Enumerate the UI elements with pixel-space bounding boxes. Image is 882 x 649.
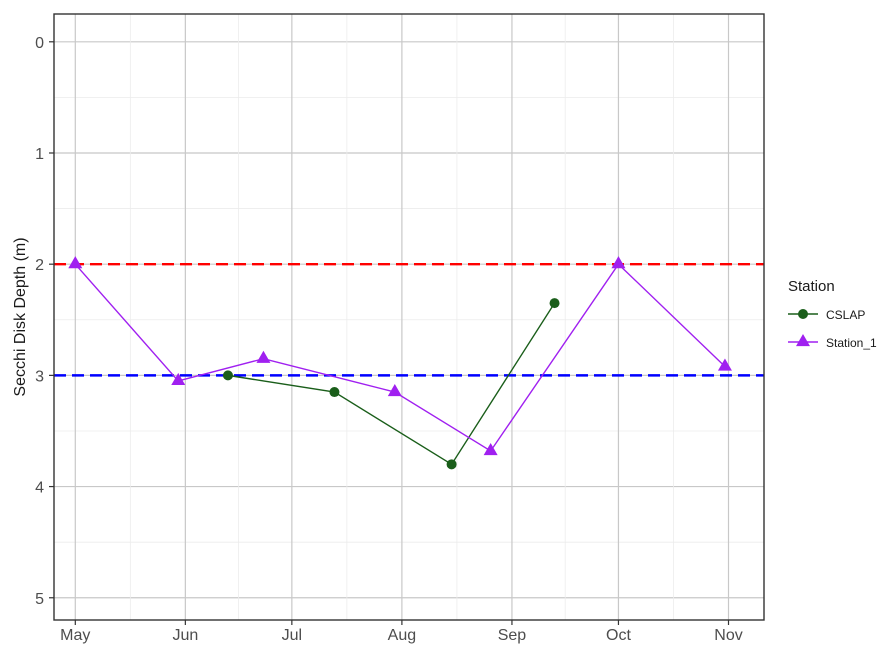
data-point-station-1 bbox=[717, 358, 732, 371]
series-line-station-1 bbox=[74, 263, 726, 452]
data-point-cslap bbox=[222, 370, 233, 381]
data-point-cslap bbox=[446, 459, 457, 470]
x-tick-label: Oct bbox=[606, 627, 631, 644]
data-point-station-1 bbox=[387, 384, 402, 397]
y-tick-label: 0 bbox=[35, 35, 44, 52]
data-point-cslap bbox=[329, 387, 340, 398]
y-tick-label: 2 bbox=[35, 257, 44, 274]
data-point-station-1 bbox=[611, 256, 626, 269]
grid-layer bbox=[54, 14, 764, 620]
series-layer bbox=[68, 256, 732, 470]
legend-key-marker-cslap bbox=[798, 309, 808, 319]
x-tick-label: Sep bbox=[498, 627, 527, 644]
reference-lines bbox=[54, 262, 764, 377]
data-point-cslap bbox=[549, 298, 560, 309]
y-tick-label: 3 bbox=[35, 368, 44, 385]
x-tick-label: Jun bbox=[172, 627, 198, 644]
data-point-station-1 bbox=[68, 256, 83, 269]
y-tick-label: 1 bbox=[35, 146, 44, 163]
y-tick-label: 4 bbox=[35, 480, 44, 497]
legend-key-marker-station-1 bbox=[796, 333, 810, 347]
data-point-station-1 bbox=[483, 442, 498, 456]
y-axis-title: Secchi Disk Depth (m) bbox=[12, 237, 29, 396]
x-tick-label: Nov bbox=[714, 627, 742, 644]
axis-layer: 0 1 2 3 4 5 May Jun Jul Aug Sep Oct Nov bbox=[35, 35, 743, 644]
x-tick-label: Jul bbox=[282, 627, 302, 644]
legend-label-cslap: CSLAP bbox=[826, 308, 865, 322]
y-tick-label: 5 bbox=[35, 591, 44, 608]
x-tick-label: May bbox=[60, 627, 90, 644]
x-tick-label: Aug bbox=[388, 627, 416, 644]
legend: Station CSLAP Station_1 bbox=[788, 278, 877, 350]
legend-label-station-1: Station_1 bbox=[826, 336, 877, 350]
data-point-station-1 bbox=[256, 350, 271, 363]
legend-title: Station bbox=[788, 278, 835, 295]
series-line-cslap bbox=[227, 302, 556, 466]
data-point-station-1 bbox=[171, 372, 186, 386]
plot-panel-border bbox=[53, 13, 765, 621]
